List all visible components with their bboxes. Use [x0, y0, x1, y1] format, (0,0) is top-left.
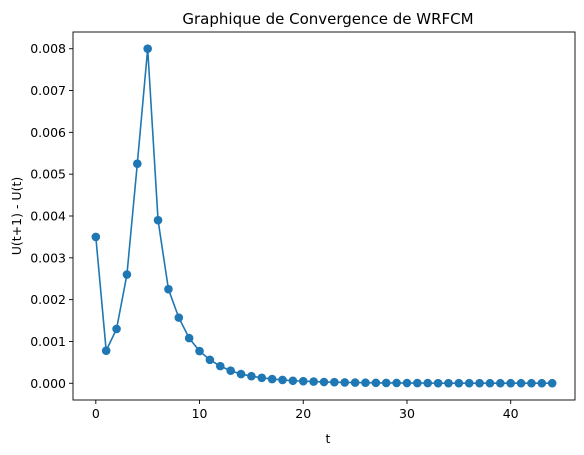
x-tick-label: 30: [399, 406, 415, 421]
x-tick-label: 20: [295, 406, 311, 421]
data-point: [267, 374, 277, 384]
data-point: [226, 366, 235, 376]
y-tick-label: 0.008: [30, 41, 66, 56]
x-tick-label: 40: [503, 406, 519, 421]
data-point: [112, 324, 121, 334]
data-point: [205, 355, 215, 365]
data-point: [91, 232, 101, 242]
y-axis-label: U(t+1) - U(t): [9, 177, 24, 256]
data-point: [402, 378, 412, 388]
y-tick-label: 0.004: [30, 209, 66, 224]
y-tick-label: 0.007: [30, 83, 66, 98]
data-point: [475, 378, 484, 388]
data-point: [381, 378, 391, 388]
data-point: [485, 378, 495, 388]
data-point: [516, 378, 526, 388]
data-point: [257, 373, 267, 383]
data-point: [506, 378, 515, 388]
data-point: [288, 376, 298, 386]
data-point: [527, 378, 536, 388]
data-point: [330, 377, 339, 387]
y-tick-label: 0.003: [30, 250, 66, 265]
data-point: [444, 378, 453, 388]
data-point: [195, 346, 204, 356]
data-point: [174, 313, 184, 322]
data-point: [361, 378, 370, 388]
data-point: [143, 44, 152, 54]
data-point: [215, 361, 225, 371]
data-point: [247, 371, 256, 381]
data-point: [278, 375, 287, 385]
y-tick-label: 0.001: [30, 334, 66, 349]
data-point: [392, 378, 401, 388]
x-tick-label: 10: [192, 406, 208, 421]
x-tick-label: 0: [92, 406, 100, 421]
data-point: [184, 333, 194, 343]
data-point: [309, 377, 318, 386]
data-point: [423, 378, 433, 388]
data-point: [454, 378, 464, 388]
data-point: [464, 378, 474, 388]
data-point: [298, 376, 308, 386]
data-point: [496, 378, 505, 388]
y-tick-label: 0.002: [30, 292, 66, 307]
y-tick-label: 0.006: [30, 125, 66, 140]
data-point: [164, 284, 173, 294]
plot-area: 0.000 0.001 0.002 0.003 0.004 0.005 0.006 0.007…: [30, 31, 576, 421]
data-point: [122, 270, 132, 279]
data-point: [101, 346, 111, 355]
data-point: [537, 378, 547, 388]
data-point: [547, 378, 557, 388]
data-point: [236, 369, 246, 379]
data-point: [133, 159, 142, 169]
data-point: [340, 378, 350, 387]
chart-title: Graphique de Convergence de WRFCM: [182, 10, 473, 28]
data-point: [153, 215, 163, 225]
data-point: [413, 378, 422, 388]
data-point: [350, 378, 360, 387]
y-tick-label: 0.005: [30, 167, 66, 182]
data-point: [371, 378, 381, 388]
plot-frame: [72, 31, 576, 401]
data-point: [319, 377, 329, 387]
x-axis-label: t: [326, 431, 331, 446]
y-tick-label: 0.000: [30, 376, 66, 391]
series-line: [95, 47, 553, 385]
data-point: [433, 378, 443, 388]
